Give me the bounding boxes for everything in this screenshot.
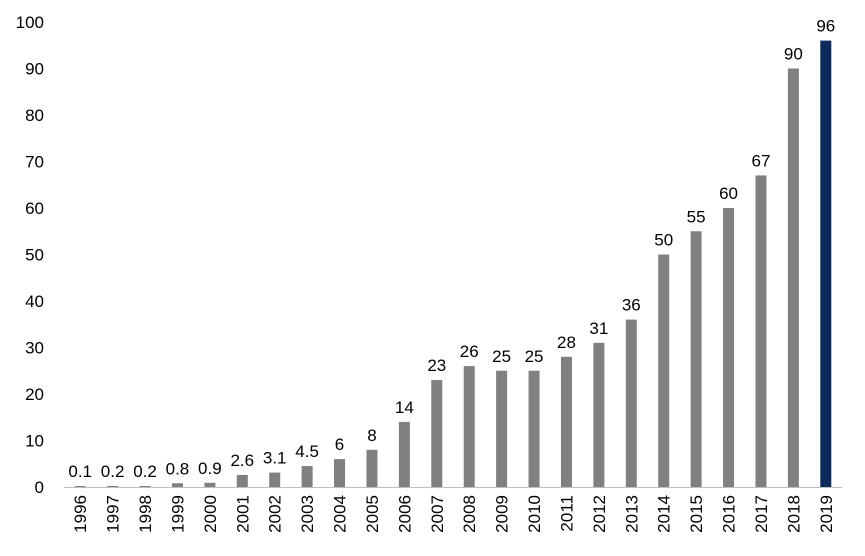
x-tick-label-2002: 2002 (266, 495, 285, 533)
y-tick-label: 40 (25, 292, 44, 311)
bar-2002 (269, 472, 281, 487)
bar-2018 (787, 68, 799, 487)
y-axis: 0 10 20 30 40 50 60 70 80 90 100 (16, 13, 44, 497)
bar-2019 (820, 40, 832, 487)
x-tick-label-1998: 1998 (136, 495, 155, 533)
x-tick-label-2001: 2001 (233, 495, 252, 533)
bar-2011 (560, 356, 572, 487)
y-tick-label: 100 (16, 13, 44, 32)
data-label-2015: 55 (687, 207, 706, 226)
x-tick-label-1996: 1996 (71, 495, 90, 533)
x-tick-label-2010: 2010 (525, 495, 544, 533)
bar-1999 (171, 483, 183, 487)
data-label-1998: 0.2 (133, 462, 157, 481)
y-tick-label: 10 (25, 432, 44, 451)
bar-2000 (204, 482, 216, 487)
bar-2004 (334, 459, 346, 487)
bar-2009 (496, 370, 508, 487)
x-tick-label-2014: 2014 (655, 495, 674, 533)
y-tick-label: 20 (25, 385, 44, 404)
bar-2013 (625, 319, 637, 487)
x-tick-label-2007: 2007 (428, 495, 447, 533)
x-tick-label-2006: 2006 (395, 495, 414, 533)
x-tick-label-2009: 2009 (493, 495, 512, 533)
x-tick-label-2017: 2017 (752, 495, 771, 533)
data-label-1996: 0.1 (68, 462, 92, 481)
data-label-2002: 3.1 (263, 449, 287, 468)
x-tick-label-1999: 1999 (168, 495, 187, 533)
data-label-2009: 25 (492, 347, 511, 366)
x-tick-label-2000: 2000 (201, 495, 220, 533)
data-label-2018: 90 (784, 45, 803, 64)
y-tick-label: 70 (25, 153, 44, 172)
x-tick-label-2005: 2005 (363, 495, 382, 533)
x-axis: 1996 1997 1998 1999 2000 2001 2002 2003 2004 2005… (71, 495, 836, 533)
x-tick-label-1997: 1997 (104, 495, 123, 533)
bar-2014 (658, 254, 670, 487)
bar-2008 (463, 366, 475, 487)
bar-2005 (366, 449, 378, 487)
y-tick-label: 30 (25, 339, 44, 358)
x-tick-label-2018: 2018 (784, 495, 803, 533)
bar-1998 (139, 486, 151, 487)
data-label-2011: 28 (557, 333, 576, 352)
bar-1997 (107, 486, 119, 487)
data-label-2019: 96 (816, 17, 835, 36)
x-tick-label-2013: 2013 (622, 495, 641, 533)
data-label-2001: 2.6 (230, 451, 254, 470)
y-tick-label: 90 (25, 60, 44, 79)
bar-2006 (398, 421, 410, 487)
bar-2001 (236, 474, 248, 487)
x-tick-label-2004: 2004 (331, 495, 350, 533)
data-label-2004: 6 (335, 435, 344, 454)
y-tick-label: 60 (25, 199, 44, 218)
data-label-2005: 8 (367, 426, 376, 445)
x-tick-label-2019: 2019 (817, 495, 836, 533)
data-label-2012: 31 (589, 319, 608, 338)
data-label-2017: 67 (751, 151, 770, 170)
bar-2017 (755, 175, 767, 487)
bar-2016 (723, 208, 735, 487)
data-label-2003: 4.5 (295, 442, 319, 461)
data-label-2014: 50 (654, 231, 673, 250)
x-tick-label-2015: 2015 (687, 495, 706, 533)
y-tick-label: 80 (25, 106, 44, 125)
data-label-1997: 0.2 (101, 462, 125, 481)
data-label-2016: 60 (719, 184, 738, 203)
data-label-2010: 25 (525, 347, 544, 366)
y-tick-label: 50 (25, 246, 44, 265)
y-tick-label: 0 (35, 478, 44, 497)
bar-2007 (431, 380, 443, 487)
data-label-2007: 23 (427, 356, 446, 375)
data-labels-group: 0.1 0.2 0.2 0.8 0.9 2.6 3.1 4.5 6 8 14 23 26 25 25 28 31… (68, 17, 835, 481)
data-label-2013: 36 (622, 296, 641, 315)
bar-2003 (301, 466, 313, 487)
x-tick-label-2003: 2003 (298, 495, 317, 533)
data-label-2008: 26 (460, 342, 479, 361)
x-tick-label-2016: 2016 (720, 495, 739, 533)
x-tick-label-2011: 2011 (557, 495, 576, 532)
data-label-2000: 0.9 (198, 459, 222, 478)
data-label-2006: 14 (395, 398, 414, 417)
bar-2010 (528, 370, 540, 487)
bar-2012 (593, 342, 605, 487)
bar-1996 (74, 486, 86, 487)
data-label-1999: 0.8 (166, 459, 190, 478)
bars-group (74, 40, 832, 487)
bar-2015 (690, 231, 702, 487)
x-tick-label-2012: 2012 (590, 495, 609, 533)
x-tick-label-2008: 2008 (460, 495, 479, 533)
